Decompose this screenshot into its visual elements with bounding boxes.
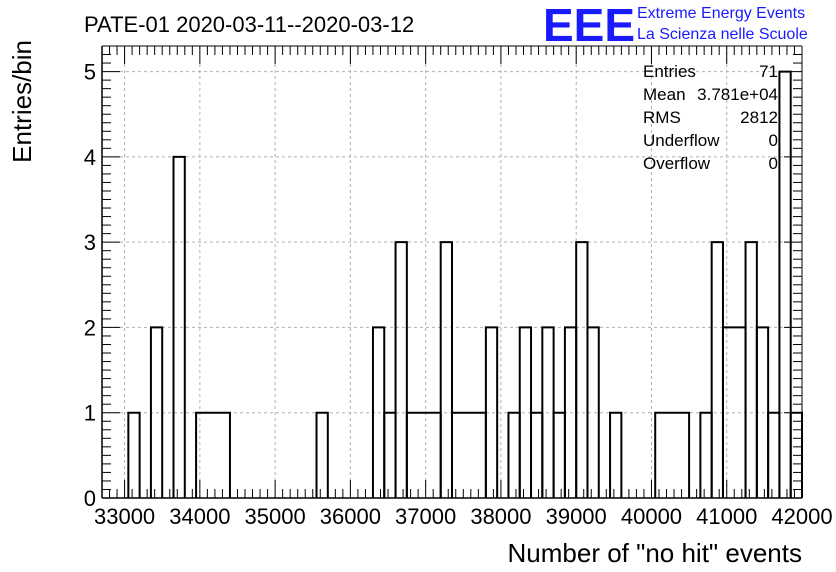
x-tick-label-7: 40000 [621,504,682,529]
histogram-bar-27 [767,411,781,498]
histogram-bar-22 [699,411,713,498]
histogram-bar-11 [484,326,499,498]
stats-label-overflow: Overflow [643,154,711,173]
histogram-bar-0 [127,411,141,498]
logo-letters: EEE [543,0,635,51]
histogram-bar-25 [744,241,758,498]
stats-box: Entries 71 Mean 3.781e+04 RMS 2812 Underflow 0 O… [643,62,778,173]
x-axis-label: Number of "no hit" events [508,538,803,568]
histogram-bars [127,70,803,498]
y-tick-label-2: 2 [84,315,96,340]
histogram-bar-21 [654,411,691,498]
tick-labels: 33000 34000 35000 36000 37000 38000 39000 40000… [84,60,833,529]
histogram-bar-28 [778,70,792,498]
stats-label-underflow: Underflow [643,131,720,150]
axes [101,45,803,499]
x-tick-label-2: 35000 [245,504,306,529]
x-tick-label-9: 42000 [771,504,832,529]
histogram-bar-16 [552,411,566,498]
x-tick-label-1: 34000 [169,504,230,529]
histogram-bar-4 [315,411,329,498]
histogram-bar-18 [575,241,589,498]
histogram-bar-9 [439,241,453,498]
x-tick-label-4: 37000 [395,504,456,529]
histogram-bar-7 [394,241,408,498]
histogram-bar-10 [451,411,487,498]
histogram-bar-8 [405,411,442,498]
x-tick-label-0: 33000 [94,504,155,529]
histogram-bar-23 [710,241,724,498]
histogram-bar-14 [530,411,544,498]
x-tick-label-8: 41000 [696,504,757,529]
y-tick-label-3: 3 [84,230,96,255]
y-tick-label-0: 0 [84,486,96,511]
histogram-bar-6 [383,411,397,498]
y-axis-label: Entries/bin [7,40,37,163]
stats-label-entries: Entries [643,62,696,81]
logo-line-2: La Scienza nelle Scuole [637,26,808,43]
chart-title: PATE-01 2020-03-11--2020-03-12 [84,12,414,37]
histogram-bar-1 [149,326,164,498]
stats-value-overflow: 0 [769,154,778,173]
histogram-bar-20 [609,411,623,498]
histogram-bar-12 [507,411,521,498]
histogram-bar-19 [586,326,600,498]
stats-value-underflow: 0 [769,131,778,150]
y-tick-label-4: 4 [84,145,96,170]
eee-logo: EEE Extreme Energy Events La Scienza nel… [543,0,808,51]
histogram-bar-3 [195,411,231,498]
stats-label-rms: RMS [643,108,681,127]
stats-value-rms: 2812 [740,108,778,127]
y-tick-label-5: 5 [84,60,96,85]
stats-value-entries: 71 [759,62,778,81]
x-tick-label-5: 38000 [470,504,531,529]
logo-line-1: Extreme Energy Events [637,5,805,22]
x-tick-label-3: 36000 [320,504,381,529]
stats-value-mean: 3.781e+04 [697,85,778,104]
stats-label-mean: Mean [643,85,686,104]
y-tick-label-1: 1 [84,401,96,426]
histogram-bar-2 [172,155,186,498]
x-tick-label-6: 39000 [546,504,607,529]
tick-marks [101,46,803,499]
